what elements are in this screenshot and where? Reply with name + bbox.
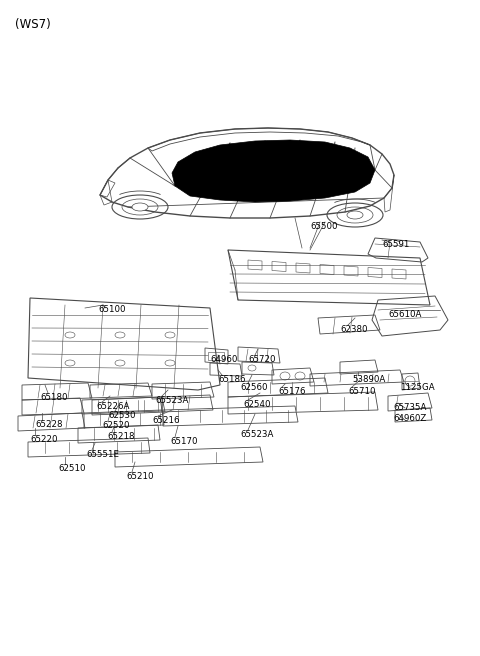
- Text: 65610A: 65610A: [388, 310, 421, 319]
- Text: 62380: 62380: [340, 325, 368, 334]
- Text: 65218: 65218: [107, 432, 134, 441]
- Text: 65551E: 65551E: [86, 450, 119, 459]
- Ellipse shape: [347, 211, 363, 219]
- Text: 65500: 65500: [310, 222, 337, 231]
- Text: 65186: 65186: [218, 375, 245, 384]
- Text: 64960: 64960: [210, 355, 238, 364]
- Text: 65720: 65720: [248, 355, 276, 364]
- Text: 65591: 65591: [382, 240, 409, 249]
- Text: 65180: 65180: [40, 393, 68, 402]
- Text: 65100: 65100: [98, 305, 125, 314]
- Bar: [208, 352, 224, 360]
- Text: 65710: 65710: [348, 387, 375, 396]
- Text: (WS7): (WS7): [15, 18, 51, 31]
- Text: 65735A: 65735A: [393, 403, 426, 412]
- Ellipse shape: [132, 203, 148, 211]
- Text: 65226A: 65226A: [96, 402, 130, 411]
- Text: 65523A: 65523A: [155, 396, 188, 405]
- Text: 62520: 62520: [102, 421, 130, 430]
- Text: 53890A: 53890A: [352, 375, 385, 384]
- Text: 65210: 65210: [126, 472, 154, 481]
- Text: 65228: 65228: [35, 420, 62, 429]
- Text: 62560: 62560: [240, 383, 267, 392]
- Text: 65170: 65170: [170, 437, 197, 446]
- Text: 62530: 62530: [108, 411, 135, 420]
- Text: 64960Z: 64960Z: [393, 414, 426, 423]
- Text: 1125GA: 1125GA: [400, 383, 434, 392]
- Text: 65216: 65216: [152, 416, 180, 425]
- Text: 65220: 65220: [30, 435, 58, 444]
- Polygon shape: [172, 140, 375, 202]
- Text: 65176: 65176: [278, 387, 305, 396]
- Text: 62510: 62510: [58, 464, 85, 473]
- Text: 65523A: 65523A: [240, 430, 274, 439]
- Text: 62540: 62540: [243, 400, 271, 409]
